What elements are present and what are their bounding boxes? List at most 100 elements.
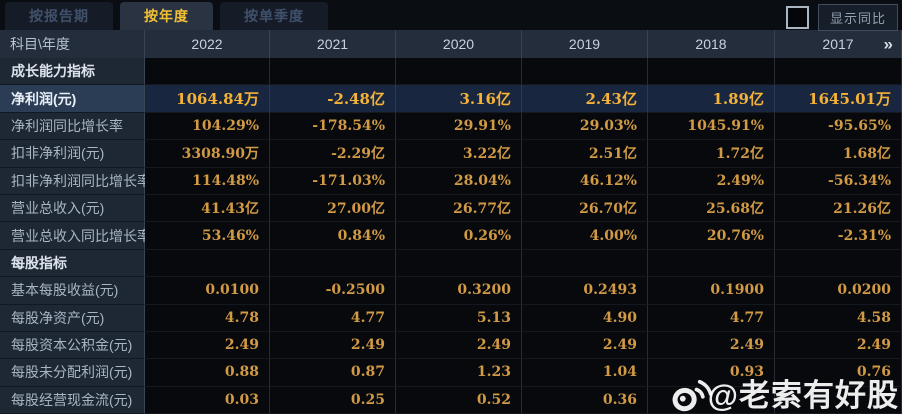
cell-value: 2.49 [775,331,902,360]
cell-value: 0.3200 [396,277,522,305]
cell-value: 0.1900 [648,277,775,305]
table-row: 每股经营现金流(元) 0.03 0.25 0.52 0.36 [0,386,902,414]
table-row: 净利润同比增长率 104.29% -178.54% 29.91% 29.03% 1045.… [0,112,902,141]
row-label: 扣非净利润(元) [0,140,145,168]
cell-value: 0.2493 [522,277,648,305]
year-column-header: 2022 [145,30,270,58]
cell-value: 1.89亿 [648,85,775,113]
cell-value: -0.2500 [270,277,396,305]
cell-value: 2.49 [396,331,522,360]
cell-value: 4.90 [522,304,648,332]
cell-value: 0.36 [522,386,648,414]
cell-value: 3.16亿 [396,85,522,113]
row-label: 每股经营现金流(元) [0,386,145,414]
cell-value [396,58,522,86]
cell-value: 1.72亿 [648,140,775,168]
cell-value: 4.77 [270,304,396,332]
tab-single-quarter[interactable]: 按单季度 [220,2,328,30]
cell-value [522,58,648,86]
table-row: 扣非净利润(元) 3308.90万 -2.29亿 3.22亿 2.51亿 1.72亿 1.6… [0,140,902,168]
table-row: 每股未分配利润(元) 0.88 0.87 1.23 1.04 0.93 0.76 [0,359,902,387]
row-label: 营业总收入(元) [0,194,145,223]
table-row: 净利润(元) 1064.84万 -2.48亿 3.16亿 2.43亿 1.89亿 1645.… [0,85,902,113]
year-column-header: 2019 [522,30,648,58]
cell-value: 104.29% [145,112,270,141]
cell-value: 25.68亿 [648,194,775,223]
tab-yearly[interactable]: 按年度 [120,2,213,30]
cell-value: 3.22亿 [396,140,522,168]
row-label: 扣非净利润同比增长率 [0,167,151,195]
year-label: 2021 [316,36,349,52]
cell-value [775,386,902,414]
cell-value: 0.88 [145,359,270,387]
row-label: 营业总收入同比增长率 [0,222,151,250]
cell-value: 2.49 [270,331,396,360]
table-body: 成长能力指标 净利润(元) 1064.84万 -2.48亿 3.16亿 2.43亿 1.89… [0,58,902,414]
cell-value: 27.00亿 [270,194,396,223]
cell-value [648,386,775,414]
table-row: 营业总收入(元) 41.43亿 27.00亿 26.77亿 26.70亿 25.68亿 21… [0,194,902,223]
cell-value: -171.03% [270,167,396,195]
row-label: 每股资本公积金(元) [0,331,145,360]
yoy-controls: 显示同比 [785,4,898,31]
cell-value: 0.0200 [775,277,902,305]
cell-value: 0.87 [270,359,396,387]
cell-value: 0.03 [145,386,270,414]
year-column-header: 2018 [648,30,775,58]
cell-value: 20.76% [648,222,775,250]
table-row: 基本每股收益(元) 0.0100 -0.2500 0.3200 0.2493 0.1900… [0,277,902,305]
cell-value: 2.51亿 [522,140,648,168]
cell-value: 0.52 [396,386,522,414]
cell-value: 26.70亿 [522,194,648,223]
year-column-header: 2020 [396,30,522,58]
cell-value: -2.31% [775,222,902,250]
cell-value [270,58,396,86]
cell-value: 46.12% [522,167,648,195]
cell-value: 53.46% [145,222,270,250]
cell-value [396,249,522,278]
tab-report-period[interactable]: 按报告期 [5,2,113,30]
year-label: 2019 [568,36,601,52]
cell-value: -2.29亿 [270,140,396,168]
cell-value: 41.43亿 [145,194,270,223]
year-label: 2020 [442,36,475,52]
cell-value [145,249,270,278]
table-row: 成长能力指标 [0,58,902,86]
cell-value: 2.49 [648,331,775,360]
row-label: 每股指标 [0,249,145,278]
row-label: 净利润同比增长率 [0,112,145,141]
more-years-icon[interactable]: » [883,34,893,54]
cell-value [522,249,648,278]
financial-table: 科目\年度 2022 2021 2020 2019 2018 2017 » 成长能力指标 净利… [0,30,902,414]
cell-value: 2.49 [522,331,648,360]
show-yoy-checkbox[interactable] [785,6,809,29]
table-header-row: 科目\年度 2022 2021 2020 2019 2018 2017 » [0,30,902,58]
row-label: 每股净资产(元) [0,304,145,332]
cell-value: 2.49 [145,331,270,360]
cell-value: 1045.91% [648,112,775,141]
row-label: 成长能力指标 [0,58,145,86]
cell-value [775,58,902,86]
cell-value: 26.77亿 [396,194,522,223]
cell-value [145,58,270,86]
cell-value [775,249,902,278]
cell-value: -178.54% [270,112,396,141]
table-row: 扣非净利润同比增长率 114.48% -171.03% 28.04% 46.12% 2.4… [0,167,902,195]
year-label: 2018 [695,36,727,52]
cell-value: 1645.01万 [775,85,902,113]
cell-value: -56.34% [775,167,902,195]
cell-value: 4.77 [648,304,775,332]
cell-value: 0.0100 [145,277,270,305]
table-row: 每股净资产(元) 4.78 4.77 5.13 4.90 4.77 4.58 [0,304,902,332]
year-label: 2017 [822,36,854,52]
cell-value [648,249,775,278]
cell-value: 4.00% [522,222,648,250]
cell-value: -2.48亿 [270,85,396,113]
show-yoy-label[interactable]: 显示同比 [817,4,898,31]
cell-value: 114.48% [145,167,270,195]
cell-value: 5.13 [396,304,522,332]
cell-value: 1.23 [396,359,522,387]
tab-bar: 按报告期 按年度 按单季度 显示同比 [0,0,902,31]
cell-value: 2.49% [648,167,775,195]
